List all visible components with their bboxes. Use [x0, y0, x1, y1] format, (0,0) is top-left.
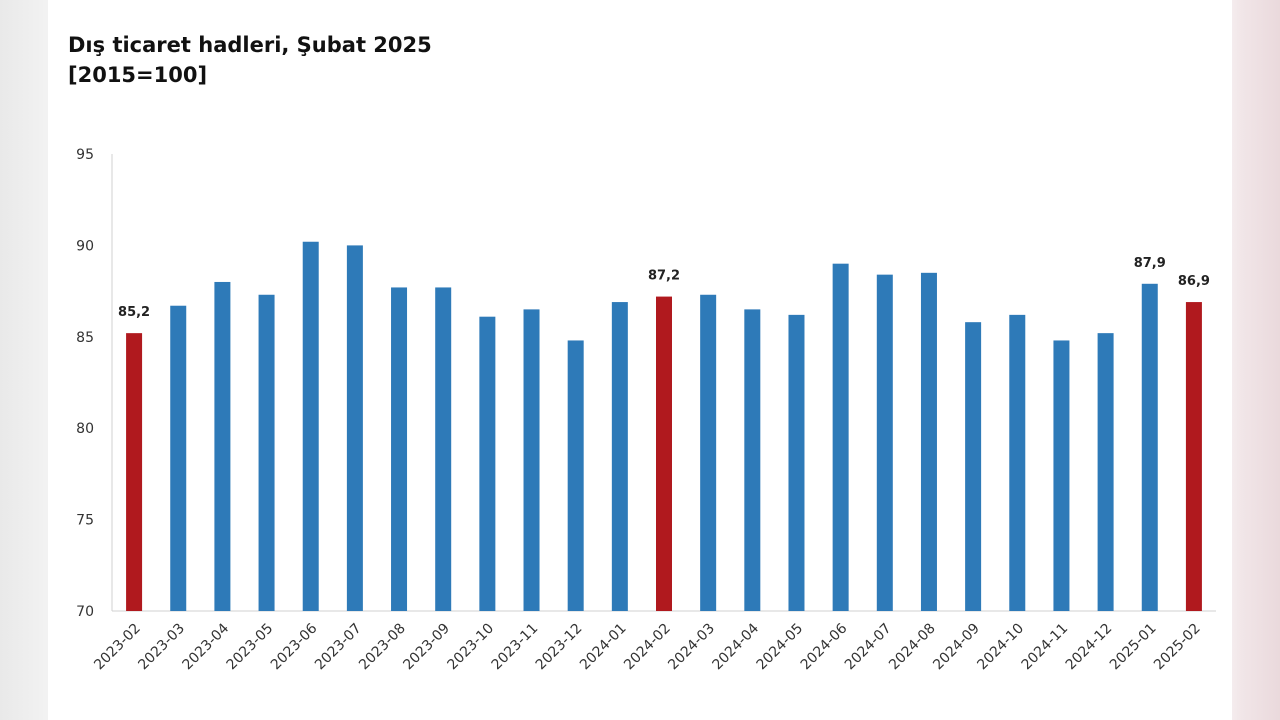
bar-2024-10 [1009, 314, 1026, 611]
bar-2023-04 [214, 281, 231, 611]
x-tick-label: 2024-02 [621, 621, 674, 674]
chart-card [48, 0, 1232, 720]
bar-2023-05 [258, 294, 275, 611]
y-tick-label: 90 [76, 238, 94, 254]
x-tick-label: 2023-09 [400, 621, 453, 674]
x-tick-label: 2024-04 [709, 620, 762, 673]
x-tick-label: 2023-11 [489, 621, 542, 674]
x-tick-label: 2024-03 [665, 621, 718, 674]
data-label-2025-01: 87,9 [1134, 256, 1166, 271]
x-tick-label: 2024-01 [577, 621, 630, 674]
data-label-2025-02: 86,9 [1178, 274, 1210, 289]
bar-2024-06 [832, 263, 849, 611]
x-tick-label: 2024-06 [798, 620, 851, 673]
chart-subtitle: [2015=100] [68, 63, 208, 87]
bar-2024-05 [788, 314, 805, 611]
y-tick-label: 70 [76, 604, 94, 620]
bar-2024-12 [1097, 333, 1114, 611]
x-tick-label: 2023-03 [135, 621, 188, 674]
x-tick-label: 2023-12 [533, 621, 586, 674]
bar-2025-02 [1185, 302, 1202, 611]
x-tick-label: 2024-10 [974, 621, 1027, 674]
x-tick-label: 2023-10 [445, 621, 498, 674]
bar-2024-04 [744, 309, 761, 611]
bar-2024-07 [876, 274, 893, 611]
bar-2023-10 [479, 316, 496, 611]
chart-title: Dış ticaret hadleri, Şubat 2025 [68, 33, 432, 57]
bar-2023-09 [435, 287, 452, 611]
y-tick-label: 95 [76, 147, 94, 163]
x-tick-label: 2025-02 [1151, 621, 1204, 674]
x-tick-label: 2024-07 [842, 621, 895, 674]
bar-2023-11 [523, 309, 540, 611]
bar-2024-09 [965, 322, 982, 611]
bar-2024-02 [656, 296, 672, 611]
x-tick-label: 2023-02 [91, 621, 144, 674]
y-tick-label: 80 [76, 421, 94, 437]
x-tick-label: 2023-06 [268, 620, 321, 673]
y-tick-label: 75 [76, 513, 94, 529]
chart-bars [126, 241, 1202, 611]
bar-2024-08 [920, 272, 937, 611]
x-tick-label: 2023-05 [224, 621, 277, 674]
x-tick-label: 2024-05 [754, 621, 807, 674]
y-tick-label: 85 [76, 330, 94, 346]
x-tick-label: 2024-09 [930, 621, 983, 674]
chart-axes: 95 90 85 80 75 70 [76, 147, 1216, 620]
data-label-2023-02: 85,2 [118, 305, 150, 320]
bar-2024-01 [611, 302, 628, 611]
x-tick-label: 2024-11 [1019, 621, 1072, 674]
x-tick-label: 2024-08 [886, 621, 939, 674]
chart-title-block: Dış ticaret hadleri, Şubat 2025 [2015=10… [68, 30, 432, 90]
data-label-2024-02: 87,2 [648, 269, 680, 284]
x-tick-label: 2025-01 [1107, 621, 1160, 674]
bar-2024-03 [700, 294, 717, 611]
x-tick-label: 2024-12 [1063, 621, 1116, 674]
bar-2023-12 [567, 340, 584, 611]
bar-2023-03 [170, 305, 187, 611]
bar-2023-08 [391, 287, 408, 611]
bar-2023-07 [346, 245, 363, 611]
bar-2025-01 [1141, 283, 1158, 611]
bar-2024-11 [1053, 340, 1070, 611]
x-tick-label: 2023-04 [180, 620, 233, 673]
x-tick-label: 2023-07 [312, 621, 365, 674]
bar-2023-02 [126, 333, 143, 611]
bar-2023-06 [302, 241, 319, 611]
x-tick-label: 2023-08 [356, 621, 409, 674]
